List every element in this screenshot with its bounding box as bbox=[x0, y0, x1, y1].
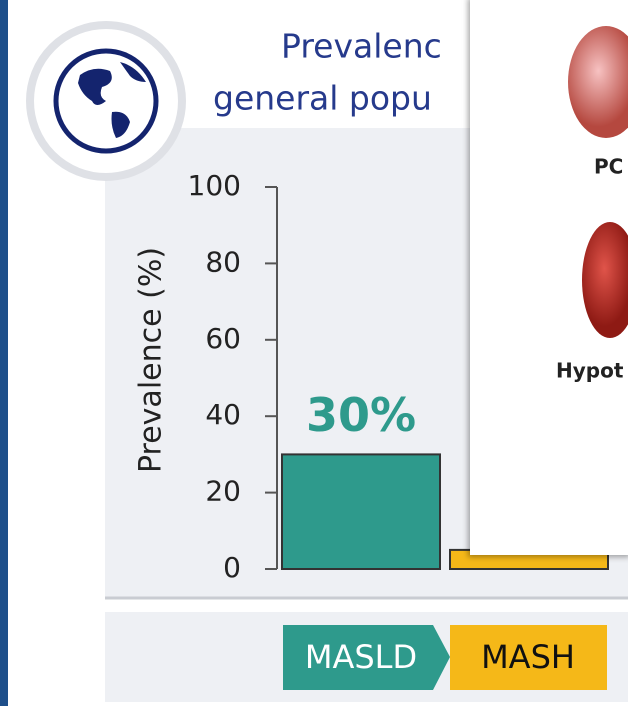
value-label: 30% bbox=[306, 388, 416, 442]
globe-icon bbox=[30, 25, 182, 177]
popup-label: Hypot bbox=[556, 359, 624, 383]
popup-label: PC bbox=[594, 155, 623, 179]
y-axis-label: Prevalence (%) bbox=[134, 247, 169, 473]
y-tick-label: 80 bbox=[205, 245, 241, 278]
y-tick-label: 0 bbox=[223, 551, 241, 584]
title-line: general popu bbox=[213, 79, 432, 118]
y-tick-label: 20 bbox=[205, 475, 241, 508]
screen: Prevalenc general popu Prevalence (%) 0 2… bbox=[0, 0, 628, 706]
y-tick-label: 60 bbox=[205, 322, 241, 355]
x-tick-label: MASH bbox=[481, 638, 575, 676]
y-tick-label: 40 bbox=[205, 398, 241, 431]
x-tick-label: MASLD bbox=[305, 638, 417, 676]
bar bbox=[282, 454, 440, 569]
y-tick-label: 100 bbox=[188, 169, 241, 202]
left-border bbox=[0, 0, 8, 706]
title-line: Prevalenc bbox=[281, 27, 442, 66]
